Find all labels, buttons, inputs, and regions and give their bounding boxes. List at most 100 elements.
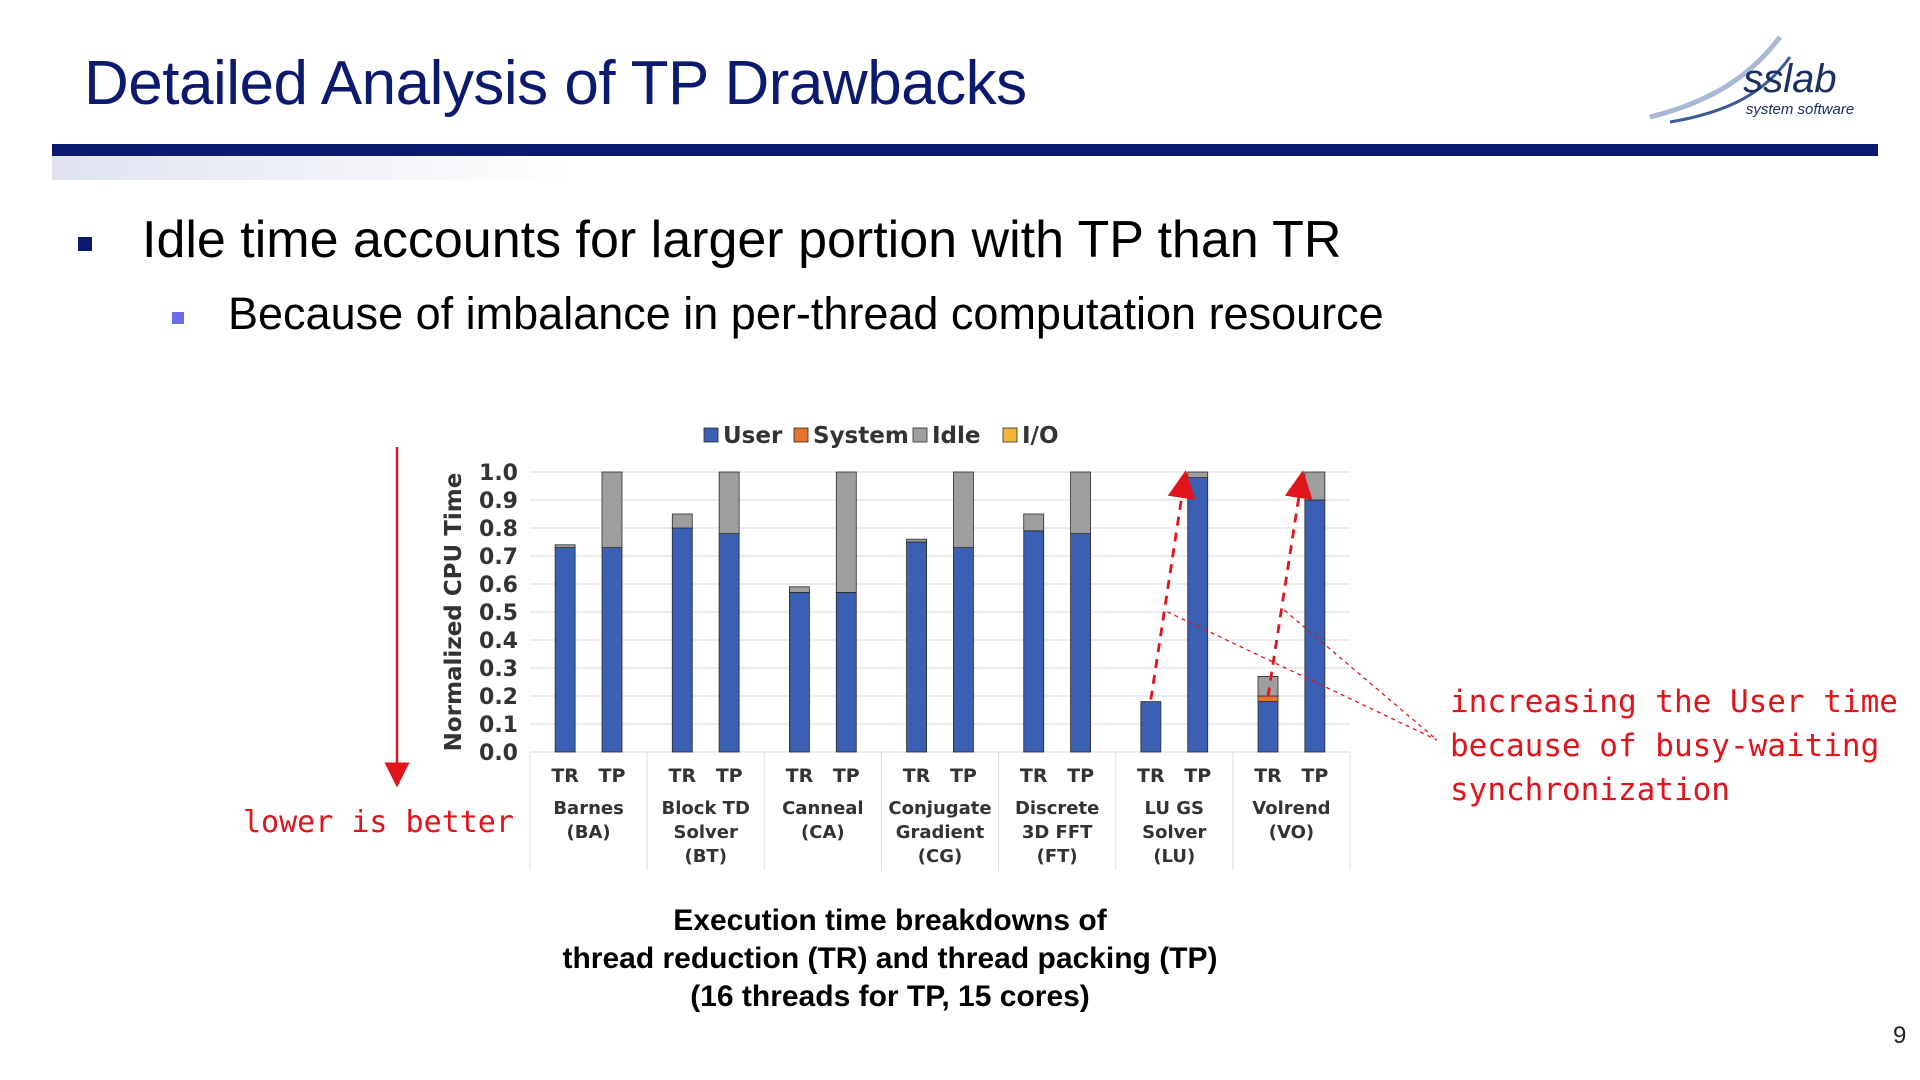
bar-label: TP [716,765,743,787]
category-label: Block TD [662,798,750,819]
y-tick-label: 1.0 [479,461,518,486]
category-label: (BA) [567,822,611,843]
category-label: Solver [674,822,738,843]
bar-user-segment [601,547,623,753]
bar-label: TR [1137,765,1165,787]
y-tick-label: 0.9 [479,489,518,514]
bar-user-segment [718,533,740,753]
bar-label: TR [903,765,931,787]
category-label: (BT) [684,846,726,867]
bar-idle-segment [601,471,623,548]
legend-label: User [723,423,783,449]
legend-label: I/O [1022,423,1059,449]
y-tick-label: 0.1 [479,713,518,738]
bullet-level-1: Idle time accounts for larger portion wi… [78,210,1341,270]
y-tick-label: 0.4 [479,629,518,654]
bar-label: TR [1254,765,1282,787]
logo-tagline: system software [1746,101,1854,118]
bar-idle-segment [1304,471,1326,501]
bar-user-segment [1187,477,1209,753]
bar-idle-segment [835,471,857,593]
legend-swatch [703,427,719,443]
legend-swatch [1002,427,1018,443]
legend-label: Idle [932,423,981,449]
bar-idle-segment [789,586,810,593]
y-tick-label: 0.3 [479,657,518,682]
bar-label: TP [950,765,977,787]
busy-wait-note-line-1: increasing the User time [1450,684,1898,720]
bar-idle-segment [1070,471,1091,534]
caption-line-2: thread reduction (TR) and thread packing… [562,942,1218,975]
category-label: Volrend [1252,798,1330,819]
increase-arrow [1266,470,1313,697]
bar-label: TR [786,765,814,787]
logo-name: sslab [1743,57,1836,101]
bar-user-segment [1140,701,1162,753]
bar-label: TP [599,765,626,787]
bar-label: TP [1301,765,1328,787]
bar-idle-segment [1187,471,1209,478]
bar-user-segment [1023,530,1045,753]
bar-idle-segment [953,471,974,548]
category-label: LU GS [1145,798,1204,819]
bar-label: TP [1184,765,1211,787]
bullet-square-marker [78,237,92,251]
bar-user-segment [671,527,693,753]
y-tick-label: 0.6 [479,573,518,598]
increase-arrow [1149,470,1196,700]
logo-swoosh [1649,35,1782,120]
figure-caption: Execution time breakdowns of thread redu… [510,902,1270,1016]
category-label: Discrete [1015,798,1099,819]
category-label: (CA) [801,822,845,843]
legend-swatch [793,427,809,443]
bar-user-segment [1304,499,1326,753]
slide-title: Detailed Analysis of TP Drawbacks [84,49,1027,118]
bar-idle-segment [554,544,576,548]
caption-line-1: Execution time breakdowns of [673,904,1107,937]
busy-wait-note-line-2: because of busy-waiting [1450,728,1879,764]
callout-leader [1284,609,1438,741]
bar-label: TR [551,765,579,787]
y-axis-title: Normalized CPU Time [441,473,467,752]
title-rule-fade [52,156,572,180]
bar-user-segment [835,592,857,753]
bar-user-segment [1257,701,1279,753]
bullet-1-text: Idle time accounts for larger portion wi… [142,211,1342,269]
bar-user-segment [953,547,974,753]
legend-swatch [912,427,928,443]
bar-label: TP [833,765,860,787]
category-label: (FT) [1037,846,1078,867]
bullet-level-2: Because of imbalance in per-thread compu… [172,288,1384,340]
bar-system-segment [1257,695,1279,702]
category-label: Gradient [896,822,985,843]
bar-label: TR [668,765,696,787]
sslab-logo: sslab system software [1649,35,1854,124]
bar-idle-segment [671,513,693,529]
y-tick-label: 0.8 [479,517,518,542]
title-rule [52,144,1878,156]
y-tick-label: 0.2 [479,685,518,710]
bullet-2-text: Because of imbalance in per-thread compu… [228,288,1384,339]
page-number: 9 [1893,1022,1907,1049]
sub-bullet-square-marker [172,312,184,324]
bar-label: TP [1067,765,1094,787]
category-label: Conjugate [888,798,991,819]
bar-user-segment [1070,533,1091,753]
lower-is-better-label: lower is better [243,805,514,840]
category-label: Barnes [553,798,623,819]
y-tick-label: 0.5 [479,601,518,626]
category-label: (CG) [918,846,962,867]
bar-idle-segment [906,538,927,543]
bar-idle-segment [1023,513,1045,532]
logo-swoosh-2 [1669,56,1792,124]
bar-user-segment [906,541,927,753]
bar-user-segment [554,547,576,753]
bar-idle-segment [718,471,740,534]
bar-label: TR [1020,765,1048,787]
category-label: Canneal [782,798,864,819]
legend-label: System [813,423,909,449]
y-tick-label: 0.0 [479,741,518,766]
category-label: Solver [1142,822,1206,843]
category-label: 3D FFT [1022,822,1093,843]
